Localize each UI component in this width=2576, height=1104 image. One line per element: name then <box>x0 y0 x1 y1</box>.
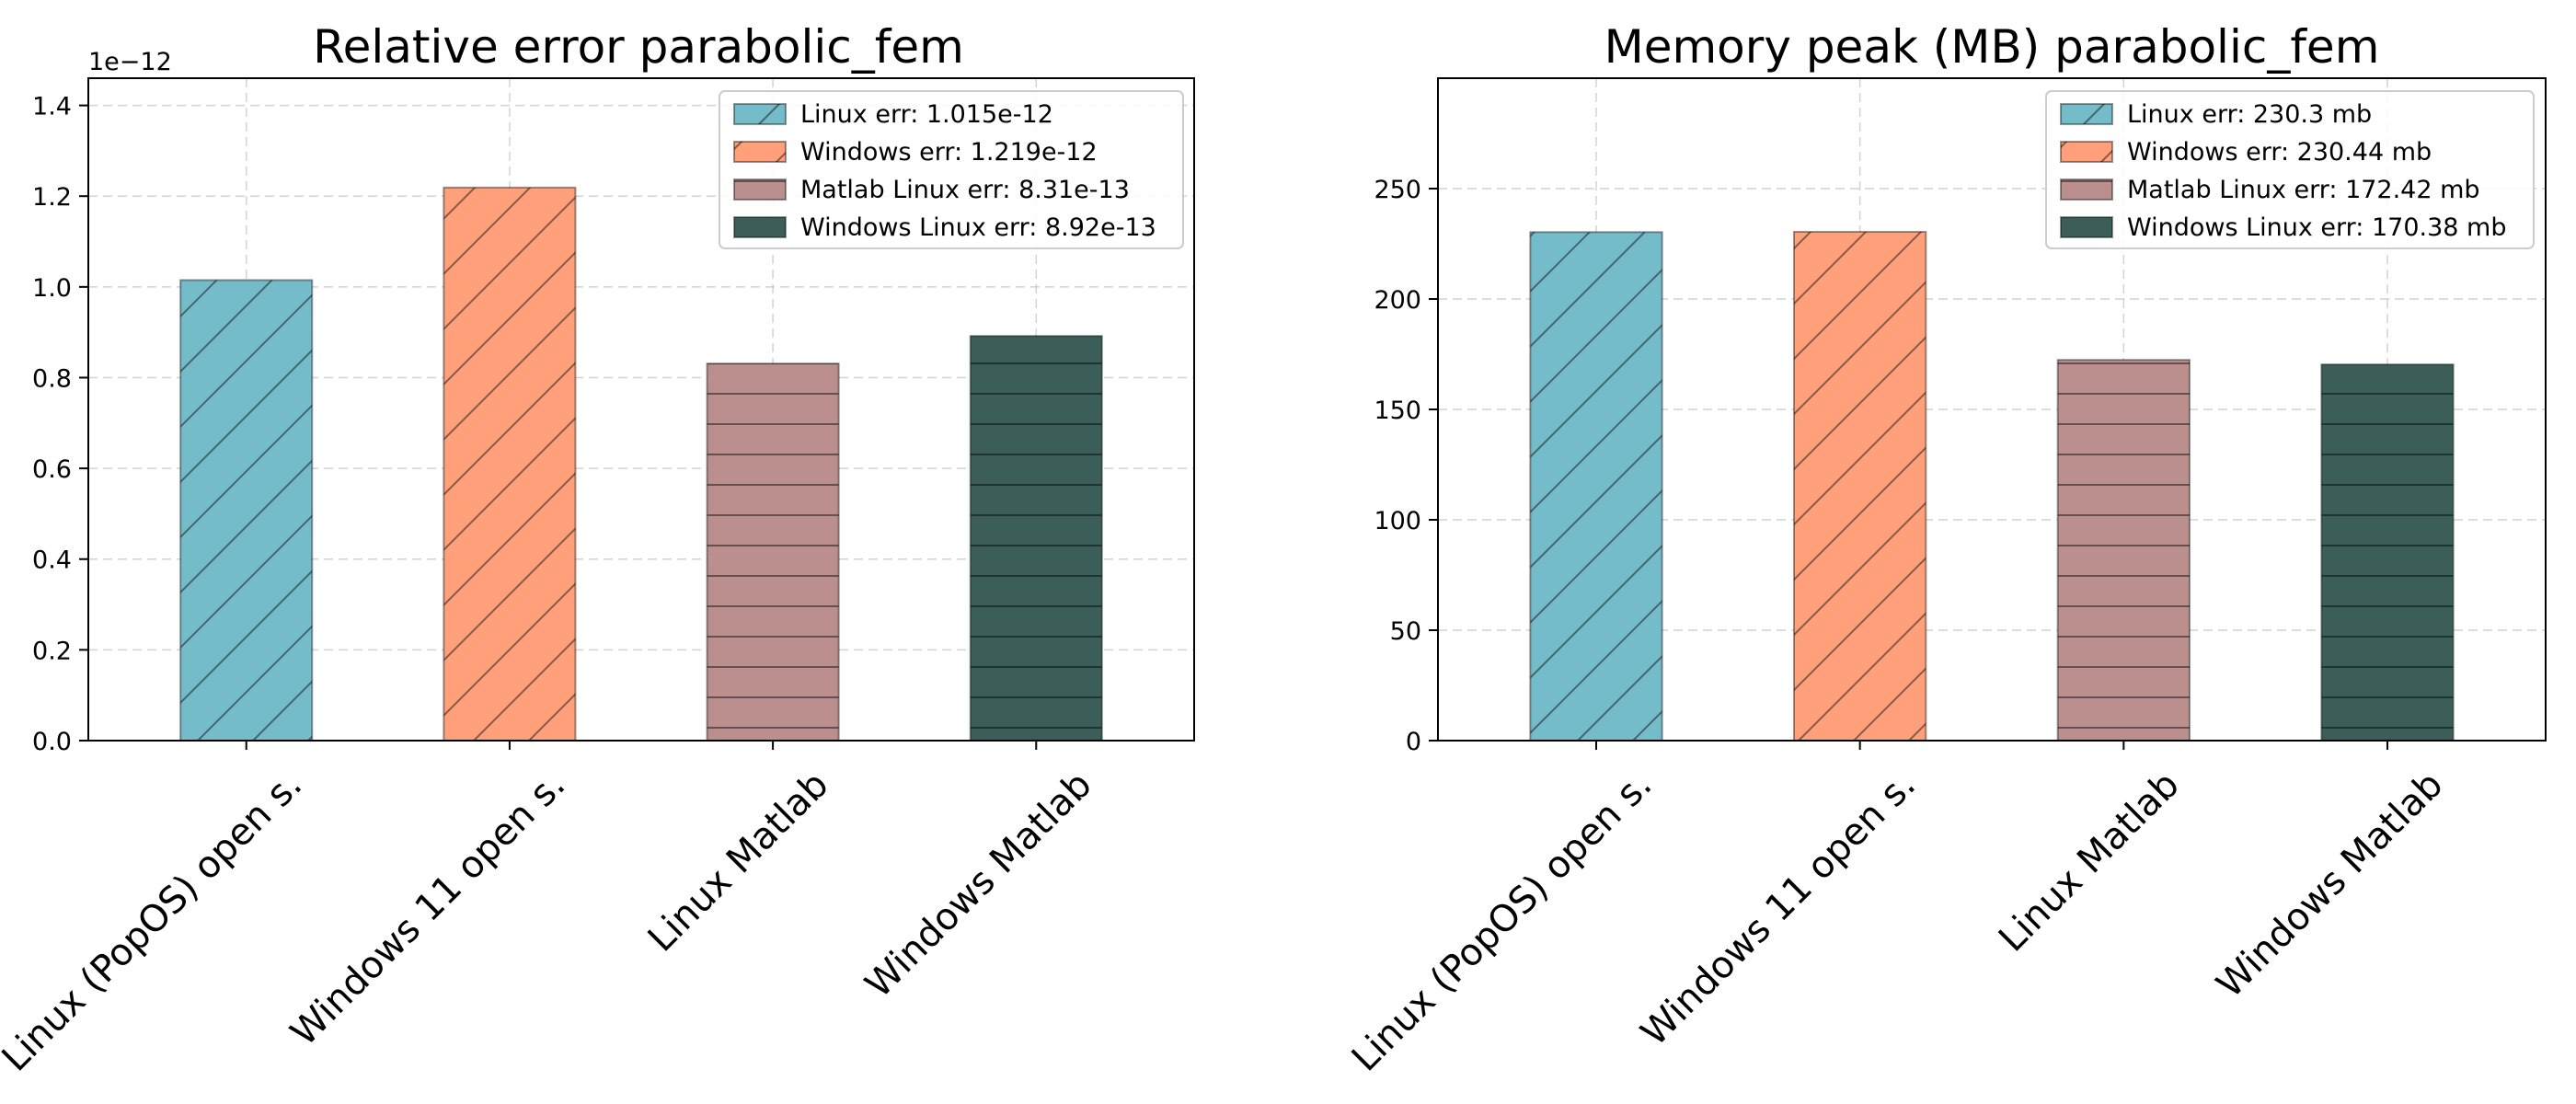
legend-label: Windows err: 230.44 mb <box>2127 138 2432 167</box>
plot-frame <box>1437 77 2547 742</box>
x-tick-label: Windows Matlab <box>857 764 1100 1006</box>
y-tick-label: 200 <box>1374 286 1421 315</box>
offset-text: 1e−12 <box>88 48 172 76</box>
legend-label: Windows Linux err: 170.38 mb <box>2127 213 2506 242</box>
legend-label: Matlab Linux err: 8.31e-13 <box>800 176 1130 204</box>
x-tick-label: Linux (PopOS) open s. <box>0 764 310 1080</box>
bar <box>2056 359 2191 742</box>
x-tick-label: Windows 11 open s. <box>282 764 573 1054</box>
bar <box>1529 231 1663 742</box>
legend-swatch <box>733 178 787 201</box>
bar <box>969 335 1103 742</box>
legend-label: Linux err: 1.015e-12 <box>800 100 1053 129</box>
legend-frame <box>2045 90 2535 249</box>
legend-swatch <box>733 216 787 238</box>
plot-frame <box>87 77 1195 742</box>
bar <box>179 279 314 742</box>
x-tick-label: Linux (PopOS) open s. <box>1344 764 1661 1080</box>
y-tick-label: 0.2 <box>32 637 72 665</box>
x-tick-label: Windows 11 open s. <box>1633 764 1924 1054</box>
y-tick-label: 0.4 <box>32 546 72 575</box>
y-tick-label: 250 <box>1374 176 1421 204</box>
y-tick-label: 0.6 <box>32 455 72 484</box>
bar <box>1793 230 1927 742</box>
bar <box>706 362 840 742</box>
y-tick-label: 0.0 <box>32 728 72 756</box>
legend: Linux err: 1.015e-12 Windows err: 1.219e-… <box>719 90 1184 249</box>
legend-label: Linux err: 230.3 mb <box>2127 100 2372 129</box>
x-tick-label: Linux Matlab <box>640 764 837 960</box>
y-tick-label: 100 <box>1374 507 1421 535</box>
legend-swatch <box>2060 103 2113 125</box>
legend-swatch <box>2060 141 2113 163</box>
chart-title: Relative error parabolic_fem <box>313 20 964 74</box>
legend-frame <box>719 90 1184 249</box>
relative-error-chart: Relative error parabolic_fem 1e−12 0.0 0.… <box>0 20 1195 1080</box>
legend-swatch <box>733 103 787 125</box>
y-tick-label: 0 <box>1406 728 1421 756</box>
legend-label: Windows err: 1.219e-12 <box>800 138 1098 167</box>
legend-swatch <box>2060 178 2113 201</box>
legend-label: Matlab Linux err: 172.42 mb <box>2127 176 2480 204</box>
bar <box>443 186 577 742</box>
y-tick-label: 0.8 <box>32 364 72 393</box>
x-tick-label: Linux Matlab <box>1991 764 2188 960</box>
y-tick-label: 150 <box>1374 397 1421 425</box>
x-tick-label: Windows Matlab <box>2209 764 2452 1006</box>
chart-title: Memory peak (MB) parabolic_fem <box>1604 20 2380 74</box>
bar <box>2320 363 2455 742</box>
y-tick-label: 1.0 <box>32 274 72 303</box>
legend-swatch <box>2060 216 2113 238</box>
y-tick-label: 1.2 <box>32 183 72 212</box>
legend: Linux err: 230.3 mb Windows err: 230.44 m… <box>2045 90 2535 249</box>
y-tick-label: 50 <box>1390 617 1421 646</box>
legend-label: Windows Linux err: 8.92e-13 <box>800 213 1156 242</box>
y-tick-label: 1.4 <box>32 93 72 121</box>
memory-peak-chart: Memory peak (MB) parabolic_fem 0 50 100 150… <box>1344 20 2547 1080</box>
legend-swatch <box>733 141 787 163</box>
